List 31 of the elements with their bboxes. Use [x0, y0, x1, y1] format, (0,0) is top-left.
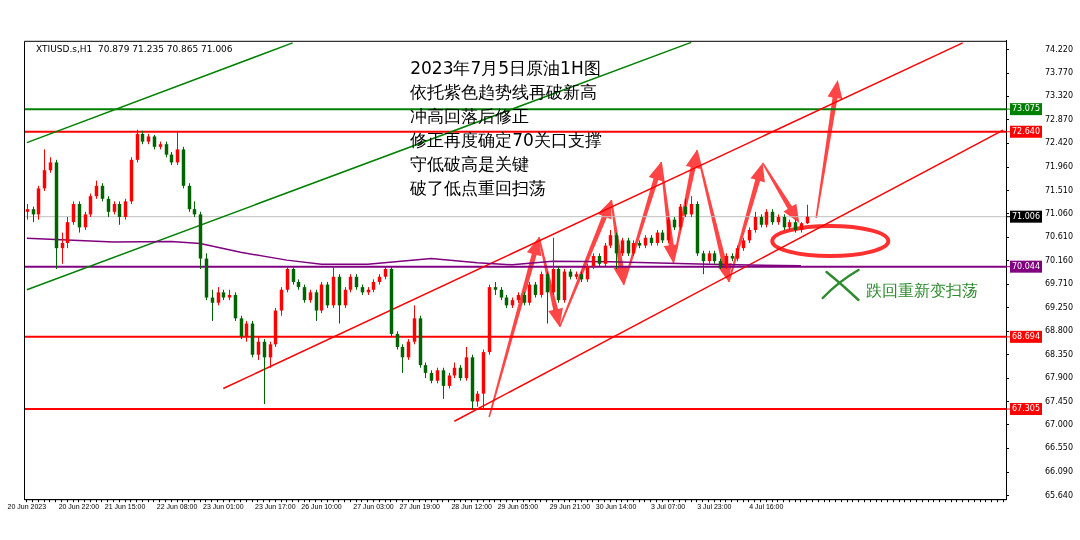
y-tick-label: 70.610 [1045, 232, 1073, 242]
chart-title: XTIUSD.s,H1 70.879 71.235 70.865 71.006 [36, 43, 233, 54]
y-tick-label: 68.800 [1045, 326, 1073, 336]
y-tick-label: 69.710 [1045, 279, 1073, 289]
ref-line-label: 71.006 [1012, 211, 1040, 221]
y-tick-label: 72.420 [1045, 138, 1073, 148]
y-tick-label: 70.160 [1045, 255, 1073, 265]
y-tick-label: 65.640 [1045, 490, 1073, 500]
y-tick-label: 67.900 [1045, 373, 1073, 383]
annotation: 2023年7月5日原油1H图 [410, 58, 601, 78]
ref-line-label: 68.694 [1012, 331, 1040, 341]
y-tick-label: 68.350 [1045, 349, 1073, 359]
y-tick-label: 67.450 [1045, 396, 1073, 406]
y-tick-label: 73.320 [1045, 91, 1073, 101]
y-tick-label: 74.220 [1045, 44, 1073, 54]
y-tick-label: 73.770 [1045, 68, 1073, 78]
y-tick-label: 71.960 [1045, 162, 1073, 172]
y-tick-label: 71.060 [1045, 208, 1073, 218]
y-tick-label: 66.550 [1045, 443, 1073, 453]
annotation: 跌回重新变扫荡 [865, 281, 978, 300]
y-tick-label: 72.870 [1045, 114, 1073, 124]
ref-line-label: 67.305 [1012, 404, 1040, 414]
y-tick-label: 71.510 [1045, 185, 1073, 195]
annotation: 破了低点重回扫荡 [409, 178, 547, 198]
y-tick-label: 67.000 [1045, 419, 1073, 429]
annotation: 守低破高是关键 [410, 154, 530, 174]
y-tick-label: 69.250 [1045, 303, 1073, 313]
ref-line-label: 70.044 [1012, 261, 1040, 271]
y-tick-label: 66.090 [1045, 467, 1073, 477]
ref-line-label: 72.640 [1012, 126, 1040, 136]
ref-line-label: 73.075 [1012, 104, 1040, 114]
